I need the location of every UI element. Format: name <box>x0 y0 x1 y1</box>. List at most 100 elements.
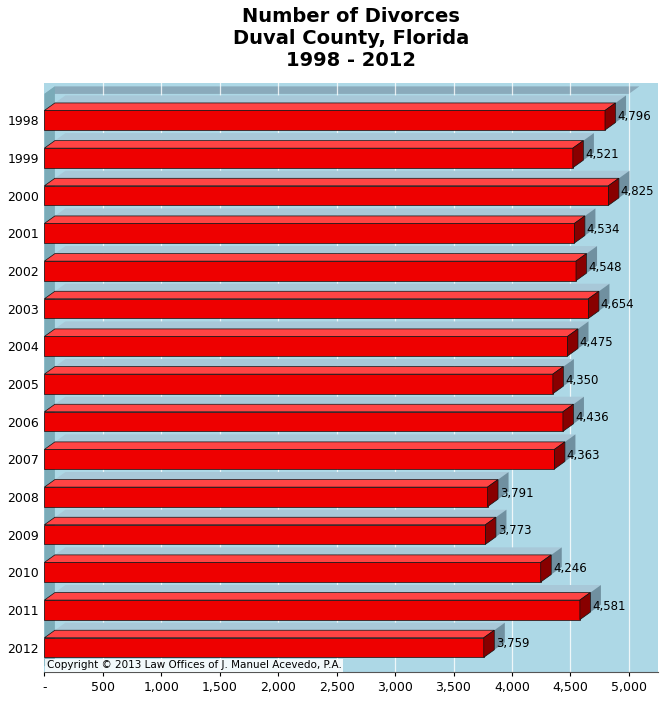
Text: 4,363: 4,363 <box>567 449 600 462</box>
Bar <box>45 600 580 620</box>
Bar <box>55 442 565 461</box>
Polygon shape <box>574 397 584 424</box>
Polygon shape <box>55 397 584 404</box>
Polygon shape <box>55 284 610 291</box>
Bar <box>45 336 568 356</box>
Polygon shape <box>563 404 574 431</box>
Polygon shape <box>584 133 594 161</box>
Polygon shape <box>55 622 505 630</box>
Polygon shape <box>45 630 494 638</box>
Polygon shape <box>55 585 601 592</box>
Polygon shape <box>496 510 506 537</box>
Polygon shape <box>45 216 585 224</box>
Polygon shape <box>45 329 578 336</box>
Polygon shape <box>551 547 562 575</box>
Polygon shape <box>573 141 584 168</box>
Polygon shape <box>494 622 505 650</box>
Bar <box>45 411 563 431</box>
Text: 4,581: 4,581 <box>592 599 626 613</box>
Polygon shape <box>619 171 630 198</box>
Bar <box>55 404 574 424</box>
Text: 4,436: 4,436 <box>575 411 609 424</box>
Polygon shape <box>486 517 496 545</box>
Text: 4,246: 4,246 <box>553 562 587 575</box>
Bar <box>45 562 541 582</box>
Bar <box>45 186 608 205</box>
Polygon shape <box>45 404 574 411</box>
Polygon shape <box>585 208 596 236</box>
Polygon shape <box>616 95 626 123</box>
Bar <box>45 111 605 130</box>
Polygon shape <box>45 592 590 600</box>
Bar <box>45 449 554 469</box>
Bar <box>45 374 553 394</box>
Text: 3,759: 3,759 <box>496 637 530 651</box>
Polygon shape <box>605 103 616 130</box>
Polygon shape <box>45 103 616 111</box>
Polygon shape <box>553 367 564 394</box>
Bar <box>55 178 619 198</box>
Polygon shape <box>554 442 565 469</box>
Text: 3,791: 3,791 <box>500 486 534 500</box>
Polygon shape <box>565 435 576 461</box>
Bar <box>45 487 488 507</box>
Bar <box>55 367 564 386</box>
Bar <box>55 103 616 123</box>
Polygon shape <box>55 171 630 178</box>
Bar <box>55 592 590 612</box>
Bar <box>55 517 496 537</box>
Polygon shape <box>45 291 599 299</box>
Text: 3,773: 3,773 <box>498 524 531 537</box>
Bar <box>55 630 494 650</box>
Bar <box>55 555 551 575</box>
Polygon shape <box>45 479 498 487</box>
Bar <box>45 224 574 243</box>
Text: 4,534: 4,534 <box>587 223 620 236</box>
Polygon shape <box>586 246 597 273</box>
Text: 4,350: 4,350 <box>565 374 598 387</box>
Polygon shape <box>576 254 586 280</box>
Bar <box>45 261 576 280</box>
Polygon shape <box>599 284 610 311</box>
Bar <box>55 291 599 311</box>
Polygon shape <box>590 585 601 612</box>
Polygon shape <box>580 592 590 620</box>
Polygon shape <box>45 86 640 94</box>
Bar <box>55 141 584 161</box>
Polygon shape <box>574 216 585 243</box>
Bar <box>45 299 588 318</box>
Polygon shape <box>55 472 508 479</box>
Polygon shape <box>55 246 597 254</box>
Text: Copyright © 2013 Law Offices of J. Manuel Acevedo, P.A.: Copyright © 2013 Law Offices of J. Manue… <box>47 660 342 670</box>
Polygon shape <box>45 178 619 186</box>
Title: Number of Divorces
Duval County, Florida
1998 - 2012: Number of Divorces Duval County, Florida… <box>233 7 470 70</box>
Text: 4,654: 4,654 <box>601 299 634 311</box>
Bar <box>55 329 578 348</box>
Polygon shape <box>488 479 498 507</box>
Polygon shape <box>55 435 576 442</box>
Polygon shape <box>564 359 574 386</box>
Polygon shape <box>484 630 494 658</box>
Polygon shape <box>45 517 496 525</box>
Polygon shape <box>568 329 578 356</box>
Text: 4,475: 4,475 <box>580 336 614 349</box>
Text: 4,825: 4,825 <box>621 185 654 198</box>
Text: 4,548: 4,548 <box>588 261 622 273</box>
Bar <box>55 216 585 236</box>
Polygon shape <box>55 95 626 103</box>
Text: 4,521: 4,521 <box>585 148 619 161</box>
Polygon shape <box>55 133 594 141</box>
Polygon shape <box>55 547 562 555</box>
Polygon shape <box>45 442 565 449</box>
Polygon shape <box>45 555 551 562</box>
Polygon shape <box>55 359 574 367</box>
Polygon shape <box>588 291 599 318</box>
Polygon shape <box>541 555 551 582</box>
Bar <box>45 638 484 658</box>
Polygon shape <box>45 86 55 667</box>
Polygon shape <box>55 510 506 517</box>
Polygon shape <box>578 321 588 348</box>
Polygon shape <box>608 178 619 205</box>
Bar <box>45 148 573 168</box>
Polygon shape <box>498 472 508 499</box>
